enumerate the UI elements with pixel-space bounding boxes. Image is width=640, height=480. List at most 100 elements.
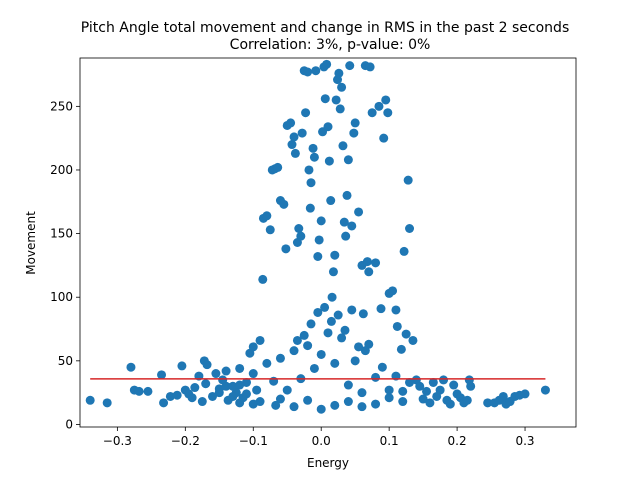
data-point: [334, 68, 344, 78]
data-point: [392, 321, 402, 331]
data-point: [311, 66, 321, 76]
data-point: [349, 128, 359, 138]
data-point: [306, 319, 316, 329]
data-point: [313, 252, 323, 261]
chart-title: Pitch Angle total movement and change in…: [81, 20, 570, 36]
data-point: [197, 397, 207, 407]
data-point: [326, 196, 336, 206]
data-point: [211, 369, 221, 379]
data-point: [405, 377, 415, 387]
x-tick-label: 0.3: [515, 434, 534, 448]
data-point: [324, 156, 334, 166]
data-point: [221, 366, 231, 376]
data-point: [435, 385, 445, 395]
data-point: [262, 358, 272, 368]
y-tick-label: 50: [58, 354, 73, 368]
data-point: [301, 108, 311, 118]
x-tick-label: 0.1: [380, 434, 399, 448]
data-point: [289, 346, 299, 356]
data-point: [343, 397, 353, 407]
data-point: [388, 286, 398, 296]
data-point: [241, 377, 251, 387]
data-point: [396, 344, 406, 354]
data-point: [330, 250, 340, 260]
x-tick-label: 0.2: [448, 434, 467, 448]
data-point: [337, 82, 347, 92]
data-point: [365, 62, 375, 72]
x-tick-label: −0.1: [239, 434, 268, 448]
data-point: [328, 267, 338, 277]
data-point: [235, 398, 245, 408]
data-point: [520, 389, 530, 399]
data-point: [326, 316, 336, 326]
data-point: [275, 353, 285, 363]
y-axis: 0 50 100 150 200 250: [50, 99, 80, 431]
data-point: [289, 402, 299, 412]
data-point: [126, 362, 136, 372]
data-point: [165, 391, 175, 401]
data-point: [323, 122, 333, 132]
data-point: [134, 386, 144, 396]
data-point: [228, 391, 238, 401]
data-point: [383, 108, 393, 118]
data-point: [320, 94, 330, 104]
y-tick-label: 150: [50, 227, 73, 241]
data-point: [350, 118, 360, 128]
data-point: [398, 386, 408, 396]
y-axis-label: Movement: [24, 211, 38, 275]
data-point: [308, 143, 318, 153]
data-point: [214, 388, 224, 398]
data-point: [320, 302, 330, 312]
data-point: [143, 386, 153, 396]
data-point: [316, 349, 326, 359]
y-tick-label: 0: [65, 417, 73, 431]
data-point: [241, 389, 251, 399]
data-point: [422, 386, 432, 396]
data-point: [347, 305, 357, 315]
data-point: [309, 152, 319, 162]
data-point: [292, 335, 302, 345]
data-point: [102, 398, 112, 408]
data-point: [498, 391, 508, 401]
data-point: [297, 128, 307, 138]
data-point: [345, 61, 355, 71]
data-point: [381, 95, 391, 105]
data-point: [350, 356, 360, 366]
data-point: [294, 224, 304, 233]
data-point: [401, 329, 411, 339]
data-point: [235, 363, 245, 373]
data-point: [354, 207, 364, 217]
y-tick-label: 200: [50, 163, 73, 177]
data-point: [235, 380, 245, 390]
data-point: [313, 307, 323, 317]
data-point: [252, 385, 262, 395]
data-point: [248, 369, 258, 379]
data-point: [357, 388, 367, 398]
data-point: [290, 148, 300, 158]
data-point: [357, 402, 367, 412]
plot-frame: [79, 57, 577, 428]
plot-area: [80, 58, 576, 427]
data-point: [314, 235, 324, 245]
data-point: [202, 360, 212, 370]
data-point: [379, 133, 389, 143]
data-point: [271, 400, 281, 410]
data-point: [303, 395, 313, 405]
data-point: [190, 383, 200, 393]
data-point: [418, 394, 428, 404]
data-point: [299, 330, 309, 340]
data-point: [371, 399, 381, 409]
data-point: [159, 398, 169, 408]
data-point: [377, 362, 387, 372]
data-point: [296, 231, 306, 241]
data-point: [177, 361, 187, 371]
data-point: [248, 342, 258, 352]
data-point: [303, 341, 313, 351]
data-point: [248, 399, 258, 409]
data-point: [408, 335, 418, 345]
data-point: [340, 325, 350, 335]
data-point: [384, 393, 394, 403]
data-point: [449, 380, 459, 390]
data-point: [464, 375, 474, 385]
